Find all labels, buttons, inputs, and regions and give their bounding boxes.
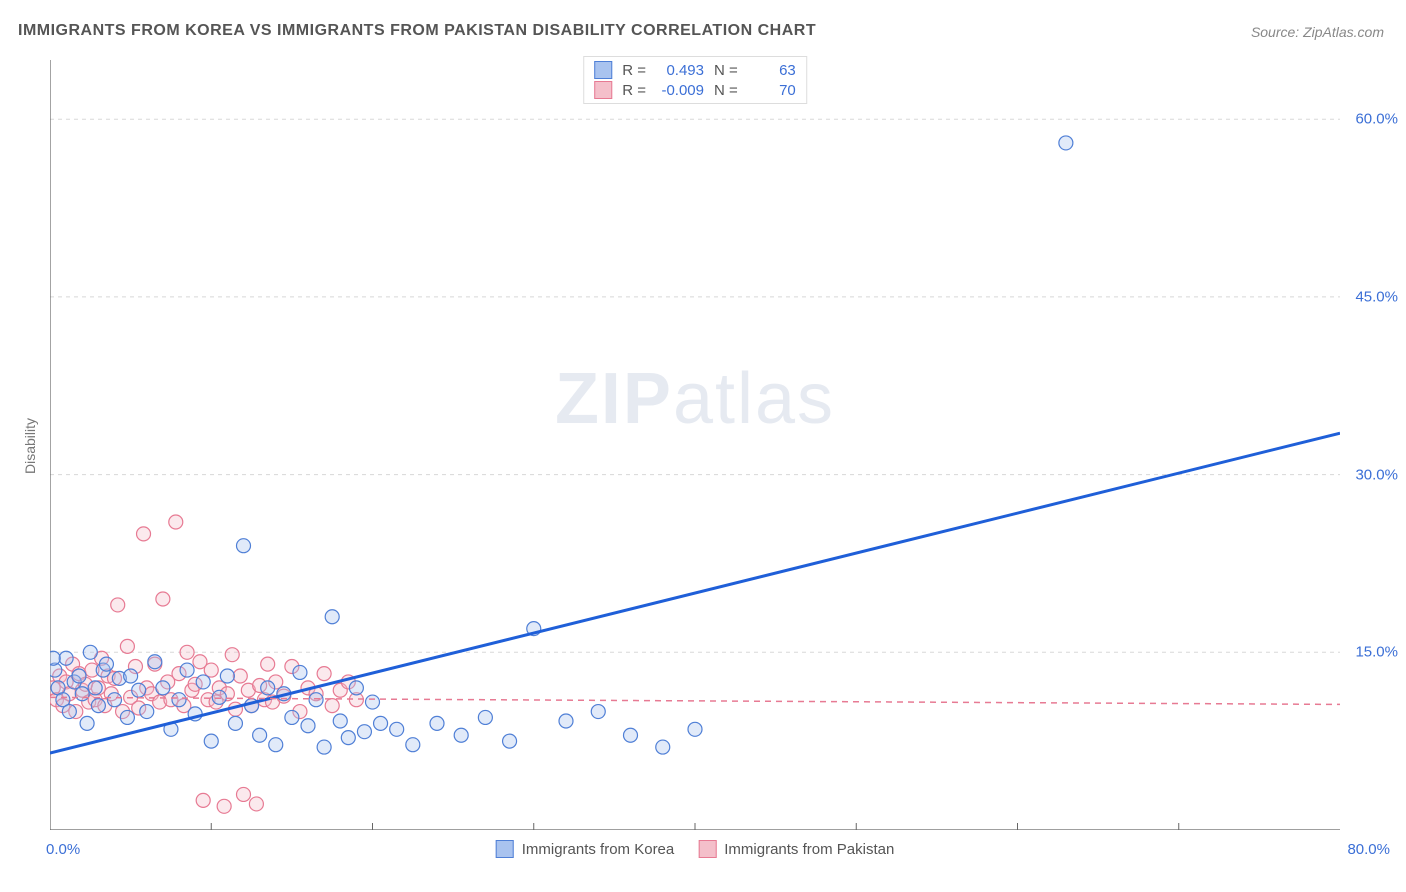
- correlation-legend-row: R = -0.009 N = 70: [594, 81, 796, 99]
- plot-area: ZIPatlas 15.0%30.0%45.0%60.0% 0.0% 80.0%…: [50, 60, 1340, 830]
- legend-swatch: [594, 61, 612, 79]
- source-attribution: Source: ZipAtlas.com: [1251, 24, 1384, 40]
- legend-swatch: [496, 840, 514, 858]
- chart-title: IMMIGRANTS FROM KOREA VS IMMIGRANTS FROM…: [18, 22, 816, 40]
- r-value: 0.493: [656, 62, 704, 79]
- legend-swatch: [698, 840, 716, 858]
- r-label: R =: [622, 62, 646, 79]
- y-tick-label: 45.0%: [1355, 288, 1398, 305]
- source-label: Source:: [1251, 24, 1303, 40]
- y-tick-label: 15.0%: [1355, 644, 1398, 661]
- series-legend-label: Immigrants from Pakistan: [724, 841, 894, 858]
- scatter-chart-svg: [50, 60, 1340, 830]
- n-value: 70: [748, 82, 796, 99]
- x-axis-max-label: 80.0%: [1347, 841, 1390, 858]
- series-legend-item: Immigrants from Pakistan: [698, 840, 894, 858]
- series-legend-label: Immigrants from Korea: [522, 841, 675, 858]
- correlation-legend-row: R = 0.493 N = 63: [594, 61, 796, 79]
- r-value: -0.009: [656, 82, 704, 99]
- chart-container: IMMIGRANTS FROM KOREA VS IMMIGRANTS FROM…: [0, 0, 1406, 892]
- r-label: R =: [622, 82, 646, 99]
- legend-swatch: [594, 81, 612, 99]
- y-tick-label: 30.0%: [1355, 466, 1398, 483]
- y-tick-label: 60.0%: [1355, 111, 1398, 128]
- n-label: N =: [714, 62, 738, 79]
- series-legend-item: Immigrants from Korea: [496, 840, 675, 858]
- correlation-legend: R = 0.493 N = 63 R = -0.009 N = 70: [583, 56, 807, 104]
- n-label: N =: [714, 82, 738, 99]
- x-axis-min-label: 0.0%: [46, 841, 80, 858]
- y-axis-label: Disability: [22, 418, 38, 474]
- source-value: ZipAtlas.com: [1303, 24, 1384, 40]
- series-legend: Immigrants from Korea Immigrants from Pak…: [496, 840, 895, 858]
- n-value: 63: [748, 62, 796, 79]
